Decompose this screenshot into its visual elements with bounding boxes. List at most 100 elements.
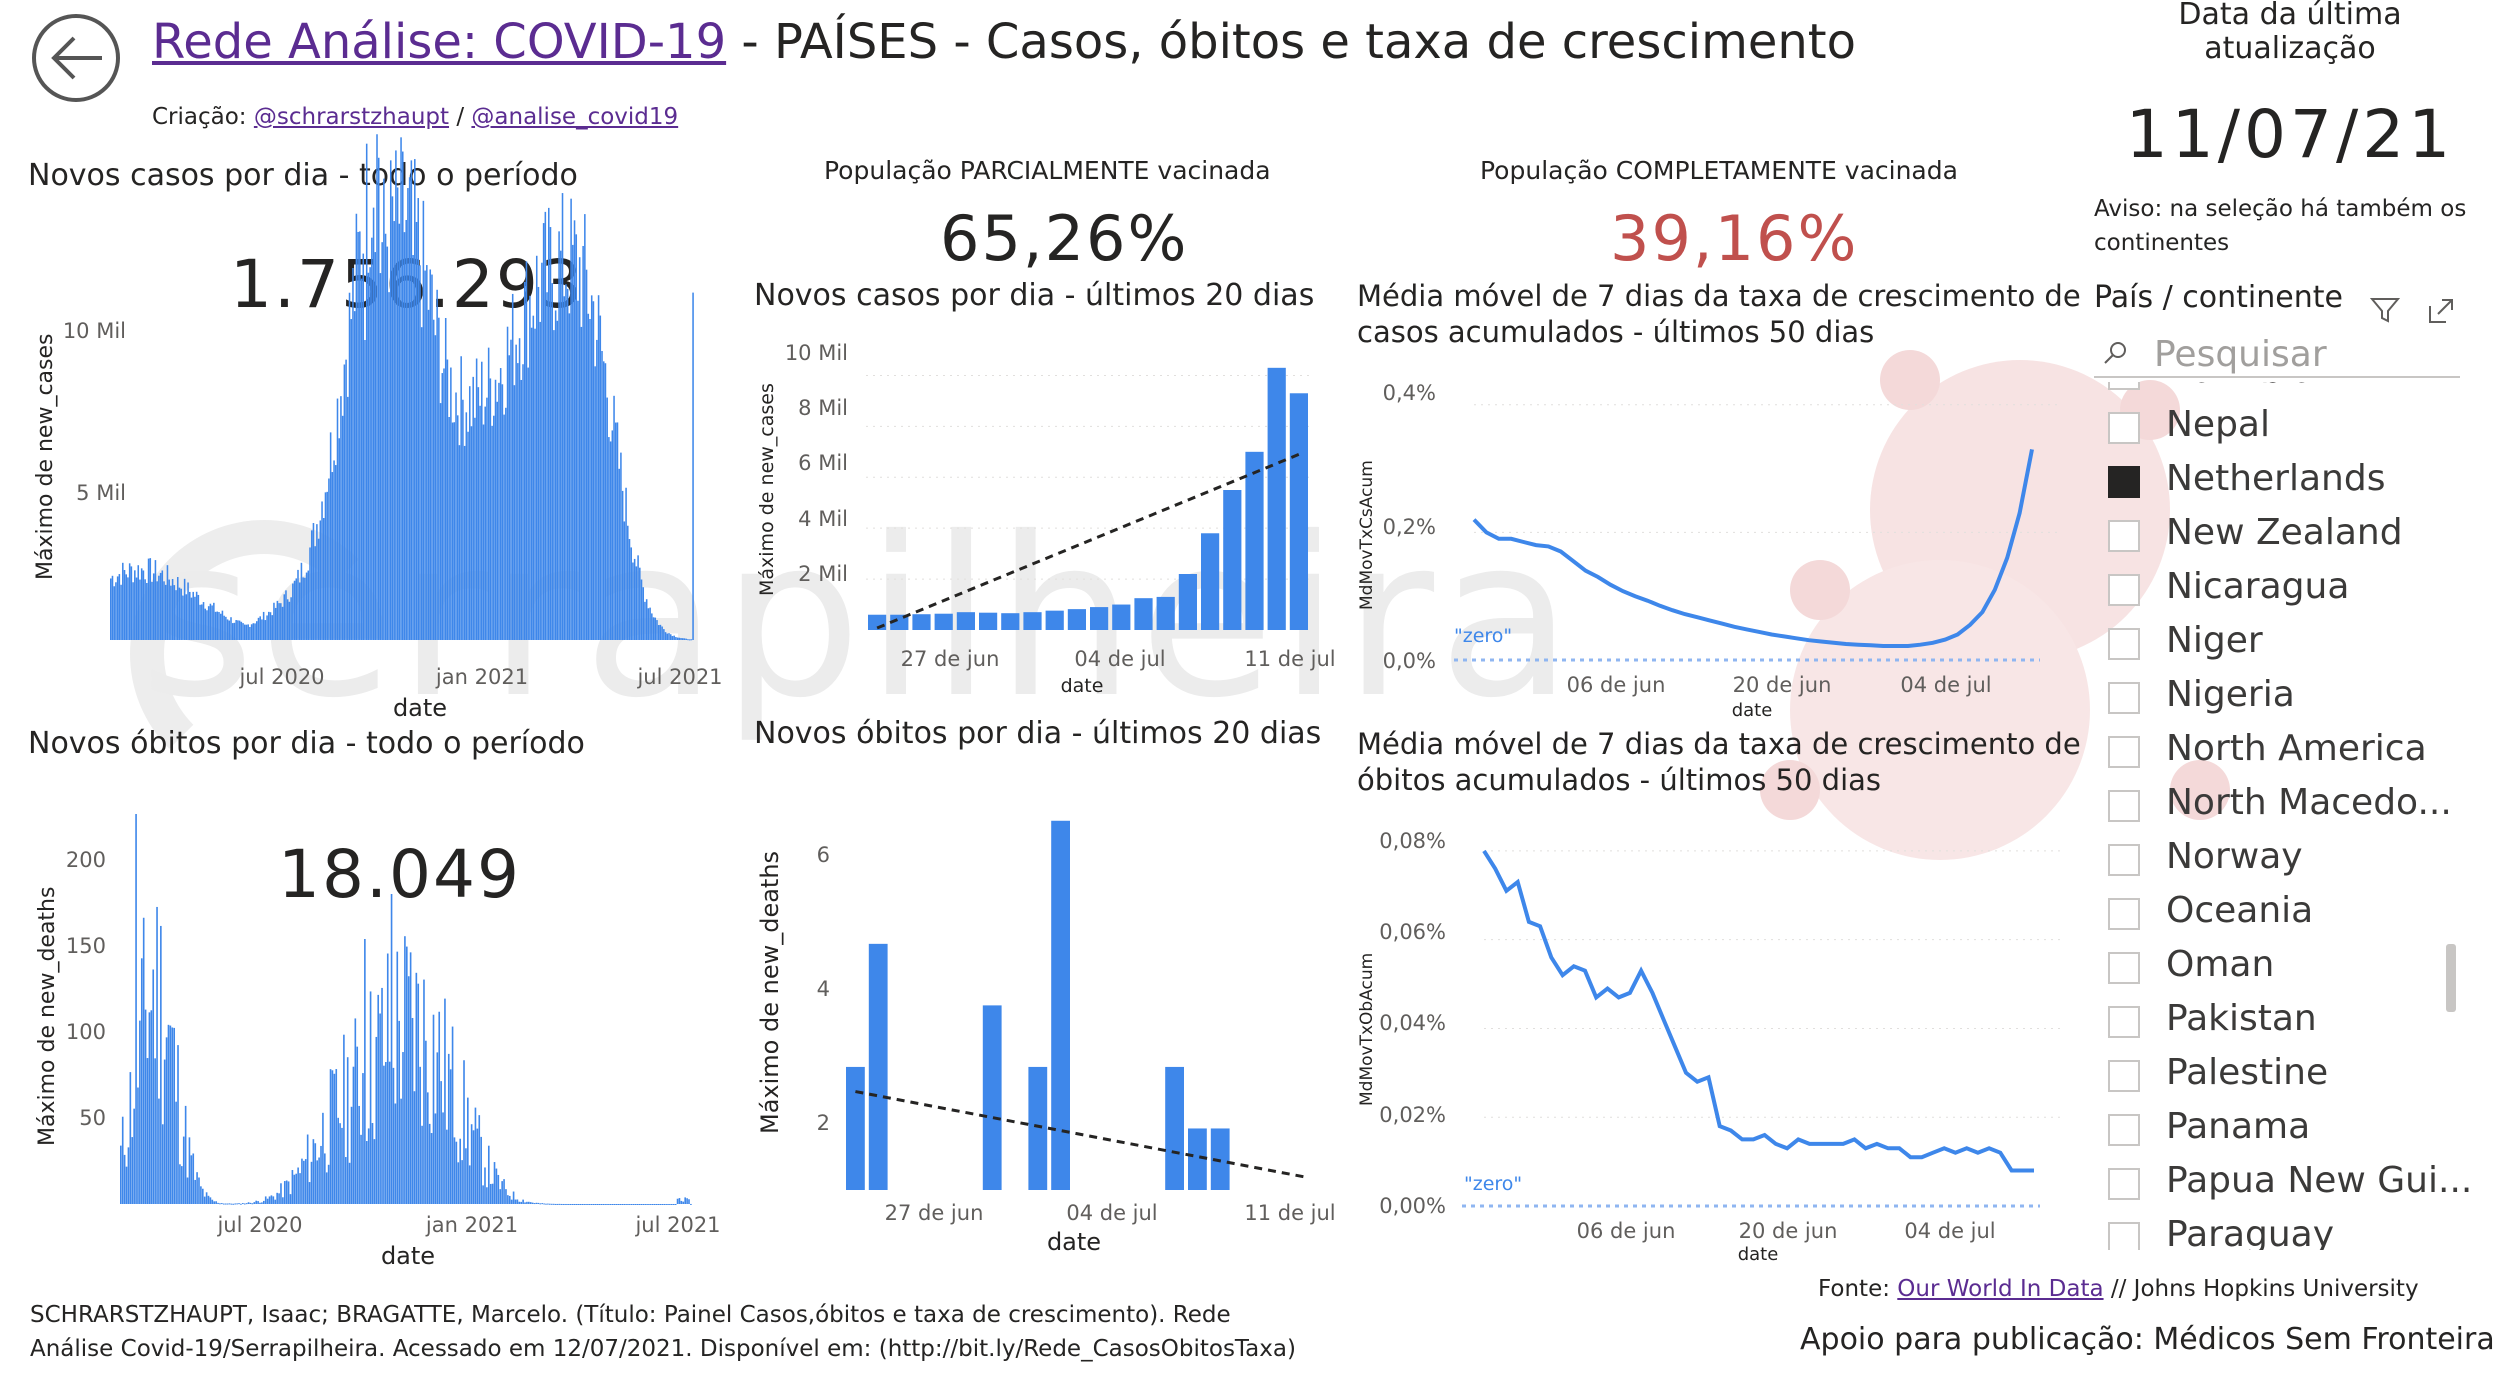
bar — [304, 1159, 307, 1204]
bar — [178, 587, 181, 640]
slicer-search[interactable]: Pesquisar — [2094, 334, 2460, 378]
bar — [219, 1203, 221, 1205]
bar — [317, 538, 320, 640]
bar — [568, 313, 571, 640]
back-button[interactable] — [32, 14, 120, 102]
bar — [1028, 1066, 1048, 1190]
bar — [580, 326, 583, 640]
credit-link-2[interactable]: @analise_covid19 — [471, 104, 679, 130]
slicer-item[interactable]: North Macedo... — [2108, 778, 2468, 832]
bar — [609, 441, 612, 640]
bar — [176, 577, 179, 640]
slicer-list[interactable]: Namibia Nepal Netherlands New Zealand Nicara… — [2094, 382, 2474, 1250]
slicer-item[interactable]: Papua New Gui... — [2108, 1156, 2472, 1210]
bar — [599, 315, 602, 640]
slicer-item[interactable]: Netherlands — [2108, 454, 2468, 508]
growth-deaths-title-line1: Média móvel de 7 dias da taxa de crescim… — [1357, 727, 2081, 761]
checkbox[interactable] — [2108, 1114, 2140, 1146]
bar — [319, 520, 322, 640]
bar — [596, 1203, 599, 1205]
slicer-item[interactable]: Namibia — [2108, 382, 2468, 400]
trend-line — [855, 1090, 1309, 1180]
bar — [451, 1026, 454, 1204]
checkbox[interactable] — [2108, 1060, 2140, 1092]
checkbox[interactable] — [2108, 898, 2140, 930]
expand-icon[interactable] — [2426, 296, 2456, 326]
bar — [211, 605, 213, 640]
y-axis-title: Máximo de new_deaths — [35, 887, 60, 1146]
slicer-item[interactable]: Palestine — [2108, 1048, 2468, 1102]
checkbox[interactable] — [2108, 1006, 2140, 1038]
bar — [472, 376, 474, 640]
checkbox[interactable] — [2108, 412, 2140, 444]
checkbox[interactable] — [2108, 952, 2140, 984]
bar — [448, 416, 450, 640]
bar — [430, 1133, 433, 1204]
bar — [465, 412, 468, 640]
checkbox[interactable] — [2108, 382, 2140, 390]
bar — [352, 1066, 355, 1204]
growth-deaths-chart[interactable]: MdMovTxObAcum "zero" 0,08% 0,06% 0,04% 0… — [1350, 820, 2064, 1270]
checkbox[interactable] — [2108, 790, 2140, 822]
slicer-item[interactable]: Oceania — [2108, 886, 2468, 940]
slicer-item[interactable]: New Zealand — [2108, 508, 2468, 562]
bar — [276, 600, 279, 640]
bar — [584, 214, 586, 640]
bar — [1178, 574, 1197, 630]
slicer-item[interactable]: Pakistan — [2108, 994, 2468, 1048]
bar — [468, 386, 471, 640]
checkbox[interactable] — [2108, 1222, 2140, 1250]
checkbox[interactable] — [2108, 1168, 2140, 1200]
source-link[interactable]: Our World In Data — [1897, 1276, 2104, 1302]
slicer-item[interactable]: Nepal — [2108, 400, 2468, 454]
checkbox[interactable] — [2108, 628, 2140, 660]
filter-icon[interactable] — [2370, 296, 2400, 324]
cases-20-chart[interactable]: Máximo de new_cases 10 Mil 8 Mil 6 Mil 4… — [750, 330, 1350, 700]
bar — [194, 596, 196, 640]
deaths-total-chart[interactable]: Máximo de new_deaths 200 150 100 50 jul … — [20, 780, 740, 1280]
slicer-item[interactable]: Paraguay — [2108, 1210, 2468, 1250]
slicer-item-label: Oman — [2166, 944, 2275, 985]
checkbox[interactable] — [2108, 520, 2140, 552]
growth-cases-chart[interactable]: MdMovTxCsAcum "zero" 0,4% 0,2% 0,0% 06 d… — [1350, 370, 2062, 730]
bar — [357, 231, 359, 640]
bar — [329, 432, 332, 640]
bar — [629, 1204, 631, 1205]
bar — [592, 301, 595, 640]
checkbox[interactable] — [2108, 682, 2140, 714]
bar — [475, 358, 478, 640]
checkbox[interactable] — [2108, 736, 2140, 768]
slicer-item[interactable]: Panama — [2108, 1102, 2468, 1156]
slicer-item[interactable]: North America — [2108, 724, 2468, 778]
checkbox[interactable] — [2108, 844, 2140, 876]
checkbox[interactable] — [2108, 466, 2140, 498]
deaths-20-bars — [846, 820, 1230, 1190]
bar — [526, 1201, 528, 1204]
bar — [456, 415, 459, 640]
slicer-item[interactable]: Nicaragua — [2108, 562, 2468, 616]
bar — [598, 1203, 601, 1205]
bar — [392, 1067, 395, 1204]
bar — [240, 621, 243, 640]
title-link[interactable]: Rede Análise: COVID-19 — [152, 14, 727, 70]
bar — [425, 1040, 427, 1204]
bar — [127, 1147, 130, 1204]
bar — [274, 1199, 277, 1204]
bar — [282, 1197, 284, 1204]
checkbox[interactable] — [2108, 574, 2140, 606]
credit-link-1[interactable]: @schrarstzhaupt — [253, 104, 450, 130]
slicer-scrollbar[interactable] — [2446, 944, 2456, 1012]
bar — [657, 625, 660, 640]
cases-total-chart[interactable]: Máximo de new_cases 10 Mil 5 Mil jul 202… — [20, 134, 740, 730]
bar — [242, 623, 244, 640]
slicer-item[interactable]: Norway — [2108, 832, 2468, 886]
growth-deaths-grid — [1484, 850, 2064, 1118]
slicer-item[interactable]: Nigeria — [2108, 670, 2468, 724]
deaths-20-chart[interactable]: Máximo de new_deaths 6 4 2 27 de jun 04 … — [750, 770, 1350, 1260]
bar — [419, 1066, 421, 1204]
bar — [134, 570, 136, 640]
source-rest: // Johns Hopkins University — [2103, 1276, 2419, 1302]
bar — [266, 615, 268, 640]
slicer-item[interactable]: Niger — [2108, 616, 2468, 670]
slicer-item[interactable]: Oman — [2108, 940, 2468, 994]
